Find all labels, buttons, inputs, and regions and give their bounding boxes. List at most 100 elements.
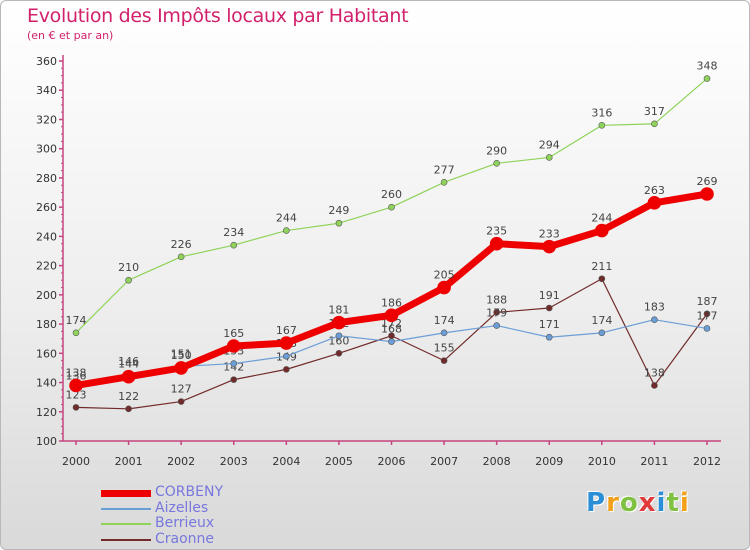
data-label-corbeny: 205 [434,269,455,282]
data-label-aizelles: 168 [381,323,402,336]
data-label-corbeny: 235 [486,225,507,238]
data-point-aizelles [545,333,553,341]
x-tick-label: 2011 [640,455,668,468]
y-tick-label: 140 [36,377,57,390]
data-label-berrieux: 260 [381,188,402,201]
data-label-craonne: 187 [697,295,718,308]
data-point-corbeny [489,236,504,251]
data-label-aizelles: 174 [591,314,612,327]
data-point-berrieux [440,179,448,186]
data-label-berrieux: 244 [276,212,297,225]
data-label-corbeny: 269 [697,175,718,188]
x-tick-label: 2001 [115,455,143,468]
x-tick-label: 2008 [483,455,511,468]
data-point-aizelles [283,352,290,360]
data-label-craonne: 188 [486,293,507,306]
data-label-berrieux: 174 [66,314,87,327]
data-point-aizelles [703,325,711,332]
data-point-berrieux [493,160,500,167]
x-tick-label: 2000 [62,455,90,468]
y-tick-label: 220 [36,260,57,273]
data-point-berrieux [283,227,290,234]
y-tick-label: 360 [36,55,57,68]
legend-swatch [101,523,151,525]
y-tick-label: 260 [36,201,57,214]
data-point-berrieux [335,219,343,227]
data-point-corbeny [384,308,399,323]
logo-letter: x [638,488,657,518]
x-tick-label: 2010 [588,455,616,468]
data-point-corbeny [542,239,557,254]
data-label-berrieux: 294 [539,138,560,151]
data-label-craonne: 127 [171,383,192,396]
data-label-corbeny: 167 [276,324,297,337]
legend-label: CORBENY [155,484,223,500]
logo-letter: P [586,488,607,518]
data-point-berrieux [651,120,658,128]
y-tick-label: 200 [36,289,57,302]
data-point-berrieux [703,75,711,82]
legend-swatch [101,489,151,497]
x-tick-label: 2004 [272,455,300,468]
x-tick-label: 2009 [535,455,563,468]
data-point-corbeny [437,280,451,295]
data-label-aizelles: 151 [171,347,192,360]
data-point-aizelles [230,360,238,367]
data-point-berrieux [125,276,132,284]
x-tick-label: 2003 [220,455,248,468]
legend-label: Craonne [155,530,215,547]
chart-subtitle: (en € et par an) [27,29,114,42]
data-point-aizelles [440,329,448,337]
data-point-berrieux [72,329,80,337]
data-point-corbeny [647,195,662,210]
data-point-craonne [177,398,185,405]
data-label-berrieux: 290 [486,144,507,157]
y-tick-label: 160 [36,347,57,360]
data-label-berrieux: 348 [697,60,718,73]
data-point-corbeny [226,339,241,353]
data-label-corbeny: 233 [539,228,560,241]
data-label-berrieux: 317 [644,105,665,118]
data-label-craonne: 172 [381,317,402,330]
data-point-craonne [125,405,132,413]
data-point-craonne [651,382,658,389]
data-point-berrieux [177,253,185,261]
x-tick-label: 2007 [430,455,458,468]
legend-swatch [101,538,151,541]
x-tick-label: 2006 [378,455,406,468]
data-label-corbeny: 138 [66,366,87,379]
data-point-berrieux [545,154,553,161]
data-point-berrieux [388,203,395,211]
data-label-corbeny: 165 [223,327,244,340]
logo-letter: i [679,488,690,518]
data-point-aizelles [335,332,343,340]
data-point-craonne [703,310,711,318]
data-point-aizelles [598,329,606,337]
data-label-corbeny: 263 [644,184,665,197]
data-point-corbeny [700,187,714,201]
y-tick-label: 120 [36,406,57,419]
data-point-craonne [598,275,606,283]
legend-label: Berrieux [155,515,215,531]
x-tick-label: 2012 [693,455,721,468]
y-tick-label: 180 [36,318,57,331]
logo-letter: r [606,488,620,518]
data-point-craonne [493,309,500,316]
y-tick-label: 340 [36,84,57,97]
data-label-aizelles: 177 [697,309,718,322]
data-point-berrieux [230,241,238,249]
logo-letter: i [656,488,667,518]
data-point-corbeny [174,361,188,375]
data-label-aizelles: 171 [539,318,560,331]
data-label-craonne: 123 [66,388,87,401]
data-point-craonne [335,350,343,357]
data-point-corbeny [595,223,609,238]
data-point-craonne [72,404,80,411]
data-label-craonne: 191 [539,289,560,302]
y-tick-label: 240 [36,230,57,243]
data-point-craonne [545,304,553,312]
data-label-corbeny: 186 [381,296,402,309]
data-label-berrieux: 277 [434,163,455,176]
